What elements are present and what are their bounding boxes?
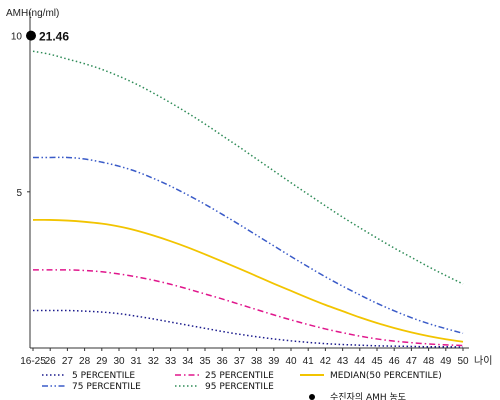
x-tick-label: 27: [62, 356, 74, 367]
x-tick-label: 28: [79, 356, 91, 367]
patient-amh-value-label: 21.46: [39, 30, 69, 44]
x-tick-label: 48: [423, 356, 435, 367]
x-tick-label: 16-25: [20, 356, 46, 367]
legend: 5 PERCENTILE 25 PERCENTILE MEDIAN(50 PERCE…: [42, 371, 442, 400]
legend-label: 수진자의 AMH 농도: [330, 392, 406, 400]
x-tick-label: 43: [337, 356, 349, 367]
legend-marker-symbol: [309, 394, 315, 400]
y-tick-label: 10: [11, 32, 23, 43]
x-tick-label: 47: [406, 356, 418, 367]
y-axis-label: AMH(ng/ml): [6, 8, 59, 19]
y-tick-label: 5: [16, 188, 22, 199]
x-tick-label: 32: [148, 356, 160, 367]
x-tick-label: 37: [234, 356, 246, 367]
x-tick-label: 50: [457, 356, 469, 367]
x-tick-label: 35: [199, 356, 211, 367]
series-line-5-percentile: [33, 309, 464, 348]
x-tick-label: 38: [251, 356, 263, 367]
x-tick-label: 39: [268, 356, 280, 367]
x-tick-label: 46: [389, 356, 401, 367]
x-tick-label: 45: [371, 356, 383, 367]
series-line-25-percentile: [33, 269, 464, 347]
legend-label: 75 PERCENTILE: [72, 382, 141, 392]
x-tick-label: 33: [165, 356, 177, 367]
x-tick-label: 49: [440, 356, 452, 367]
x-tick-label: 44: [354, 356, 366, 367]
x-tick-label: 36: [217, 356, 229, 367]
x-tick-label: 40: [285, 356, 297, 367]
x-tick-label: 29: [96, 356, 108, 367]
series-line-median-50-percentile: [32, 218, 464, 343]
legend-label: 95 PERCENTILE: [205, 382, 274, 392]
x-tick-label: 42: [320, 356, 332, 367]
x-tick-label: 41: [303, 356, 315, 367]
patient-amh-marker: [26, 30, 36, 41]
legend-label: MEDIAN(50 PERCENTILE): [330, 371, 442, 381]
x-tick-label: 34: [182, 356, 194, 367]
x-tick-label: 26: [45, 356, 57, 367]
x-tick-label: 30: [113, 356, 125, 367]
series-line-95-percentile: [32, 50, 464, 285]
legend-label: 5 PERCENTILE: [72, 371, 135, 381]
x-tick-label: 31: [131, 356, 143, 367]
legend-label: 25 PERCENTILE: [205, 371, 274, 381]
x-axis-label: 나이: [474, 355, 492, 367]
series-line-75-percentile: [33, 156, 464, 335]
